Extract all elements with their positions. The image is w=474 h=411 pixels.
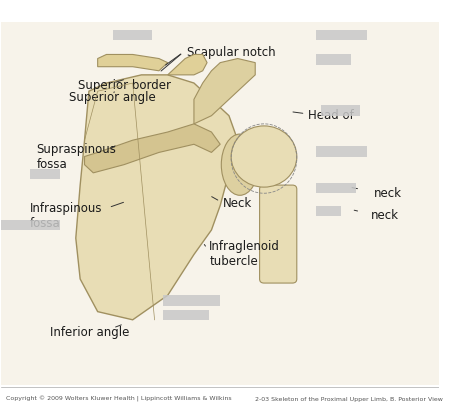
Bar: [113, 30, 152, 40]
Polygon shape: [168, 55, 207, 75]
Circle shape: [231, 126, 297, 187]
Bar: [30, 169, 61, 179]
Text: neck: neck: [374, 187, 401, 200]
Text: Superior angle: Superior angle: [69, 91, 156, 104]
Bar: [317, 183, 356, 193]
Text: Inferior angle: Inferior angle: [49, 326, 129, 339]
Bar: [164, 309, 209, 320]
Text: Neck: Neck: [222, 197, 252, 210]
Polygon shape: [194, 58, 255, 124]
Polygon shape: [76, 75, 238, 320]
Polygon shape: [84, 124, 220, 173]
Ellipse shape: [221, 134, 258, 195]
Text: Supraspinous
fossa: Supraspinous fossa: [36, 143, 116, 171]
Bar: [321, 106, 360, 115]
Text: Head of: Head of: [308, 109, 354, 122]
Text: Infraglenoid
tubercle: Infraglenoid tubercle: [209, 240, 280, 268]
Bar: [317, 55, 352, 65]
FancyBboxPatch shape: [260, 185, 297, 283]
Text: Copyright © 2009 Wolters Kluwer Health | Lippincott Williams & Wilkins: Copyright © 2009 Wolters Kluwer Health |…: [6, 396, 231, 402]
Text: Infraspinous
fossa: Infraspinous fossa: [30, 202, 102, 230]
Bar: [1, 220, 61, 230]
Polygon shape: [98, 55, 168, 71]
Bar: [317, 206, 340, 216]
Bar: [1, 22, 439, 385]
Text: Superior border: Superior border: [78, 79, 171, 92]
Bar: [317, 30, 367, 40]
Bar: [164, 296, 220, 305]
Bar: [317, 146, 367, 157]
Text: neck: neck: [371, 209, 399, 222]
Text: Scapular notch: Scapular notch: [187, 46, 276, 59]
Text: 2-03 Skeleton of the Proximal Upper Limb, B. Posterior View: 2-03 Skeleton of the Proximal Upper Limb…: [255, 397, 443, 402]
